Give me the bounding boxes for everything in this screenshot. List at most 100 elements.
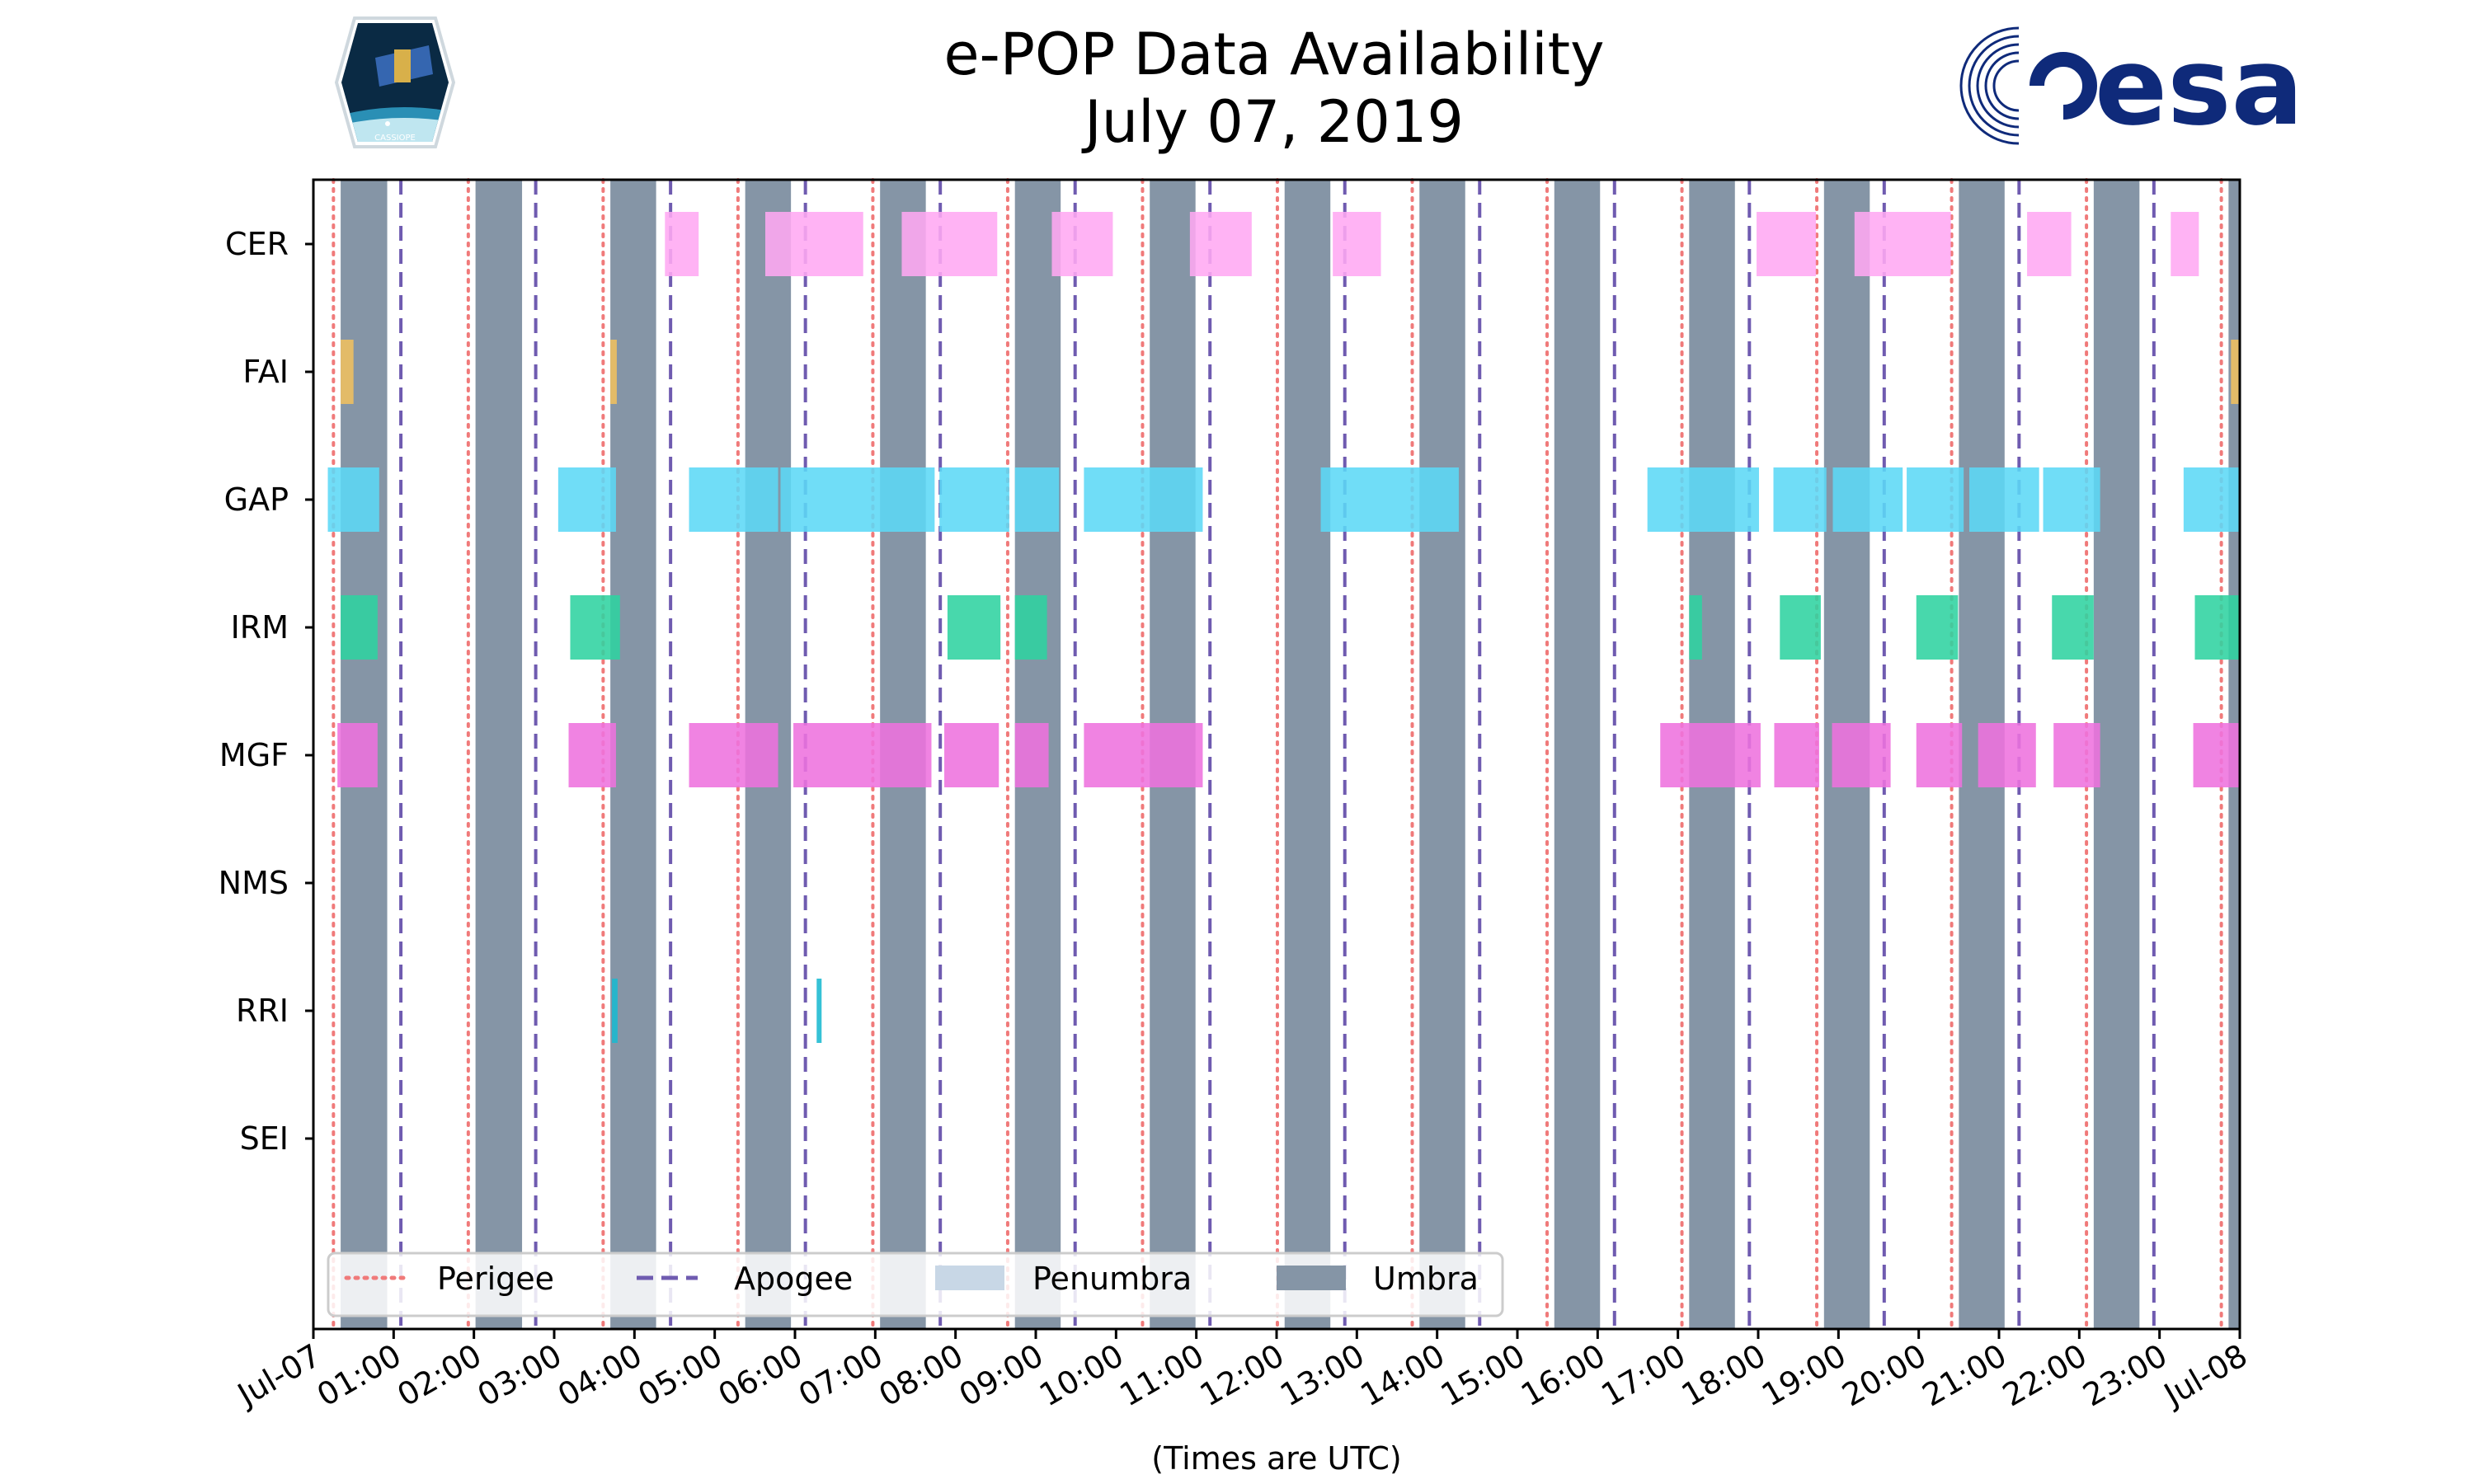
bar-fai	[2231, 340, 2240, 404]
row-label-gap: GAP	[224, 481, 289, 518]
apogee-layer	[399, 180, 2156, 1329]
bar-mgf	[1774, 723, 1819, 787]
x-tick-label: 05:00	[632, 1337, 728, 1414]
bar-gap	[1773, 467, 1827, 532]
bar-mgf	[1978, 723, 2036, 787]
bar-gap	[1647, 467, 1759, 532]
bar-rri	[816, 979, 822, 1043]
bar-irm	[1689, 595, 1702, 660]
legend: Perigee Apogee Penumbra Umbra	[327, 1252, 1504, 1317]
chart-title-line1: e-POP Data Availability	[943, 21, 1604, 88]
bar-irm	[947, 595, 1001, 660]
bar-cer	[901, 212, 998, 276]
x-tick-label: 18:00	[1676, 1337, 1772, 1414]
bar-fai	[610, 340, 617, 404]
legend-perigee-label: Perigee	[437, 1261, 554, 1297]
bar-gap	[2043, 467, 2100, 532]
bar-mgf	[1832, 723, 1891, 787]
bar-gap	[1968, 467, 2039, 532]
x-tick-label: 19:00	[1756, 1337, 1852, 1414]
row-label-nms: NMS	[219, 865, 289, 901]
x-tick-label: 20:00	[1836, 1337, 1932, 1414]
bar-mgf	[793, 723, 932, 787]
x-tick-label: 02:00	[391, 1337, 487, 1414]
x-tick-label: 08:00	[872, 1337, 969, 1414]
x-tick-label: 17:00	[1595, 1337, 1691, 1414]
bar-gap	[689, 467, 778, 532]
row-label-fai: FAI	[242, 354, 289, 390]
bar-gap	[557, 467, 616, 532]
row-label-irm: IRM	[231, 609, 289, 646]
umbra-band	[610, 180, 656, 1329]
bar-gap	[939, 467, 1009, 532]
bar-cer	[1051, 212, 1113, 276]
x-tick-label: 12:00	[1194, 1337, 1291, 1414]
bar-cer	[2027, 212, 2072, 276]
instrument-bars-layer	[327, 212, 2240, 1043]
x-tick-label: 01:00	[311, 1337, 407, 1414]
x-tick-label: 22:00	[1997, 1337, 2093, 1414]
legend-umbra-label: Umbra	[1373, 1261, 1479, 1297]
x-tick-label: 07:00	[793, 1337, 889, 1414]
y-axis: CER FAI GAP IRM MGF NMS RRI SEI	[219, 226, 313, 1157]
bar-mgf	[1660, 723, 1761, 787]
umbra-band	[2093, 180, 2140, 1329]
bar-irm	[2194, 595, 2240, 660]
bar-cer	[1333, 212, 1381, 276]
bar-irm	[1780, 595, 1821, 660]
bar-mgf	[2193, 723, 2240, 787]
bar-irm	[2052, 595, 2094, 660]
x-tick-label: 14:00	[1354, 1337, 1451, 1414]
bar-gap	[327, 467, 379, 532]
bar-mgf	[1014, 723, 1049, 787]
bar-gap	[1320, 467, 1459, 532]
legend-box	[327, 1252, 1504, 1317]
bar-rri	[612, 979, 618, 1043]
bar-cer	[2171, 212, 2199, 276]
x-tick-label: 11:00	[1113, 1337, 1210, 1414]
bar-mgf	[2053, 723, 2100, 787]
bar-irm	[341, 595, 378, 660]
umbra-band	[475, 180, 523, 1329]
bar-cer	[1757, 212, 1817, 276]
x-tick-label: 23:00	[2077, 1337, 2173, 1414]
esa-text: esa	[2095, 24, 2303, 149]
bar-gap	[1907, 467, 1964, 532]
bar-mgf	[689, 723, 778, 787]
x-tick-label: 10:00	[1033, 1337, 1130, 1414]
bar-irm	[1916, 595, 1959, 660]
x-axis: Jul-0701:0002:0003:0004:0005:0006:0007:0…	[230, 1329, 2254, 1414]
bar-cer	[665, 212, 699, 276]
bar-cer	[1189, 212, 1252, 276]
logo-badge-text: CASSIOPE	[374, 134, 416, 143]
legend-penumbra-label: Penumbra	[1032, 1261, 1192, 1297]
row-label-rri: RRI	[236, 993, 289, 1029]
bar-gap	[1084, 467, 1203, 532]
bar-cer	[764, 212, 863, 276]
chart-title-line2: July 07, 2019	[1081, 88, 1464, 156]
legend-umbra-swatch	[1277, 1266, 1346, 1290]
bar-cer	[1854, 212, 1951, 276]
x-tick-label: Jul-08	[2157, 1337, 2253, 1414]
legend-apogee-label: Apogee	[734, 1261, 853, 1297]
x-tick-label: 16:00	[1515, 1337, 1611, 1414]
bar-mgf	[1916, 723, 1963, 787]
row-label-sei: SEI	[240, 1120, 289, 1157]
bar-mgf	[944, 723, 999, 787]
esa-logo: esa	[1959, 24, 2303, 149]
x-tick-label: 09:00	[953, 1337, 1050, 1414]
plot-frame	[312, 178, 2241, 1331]
x-tick-label: 04:00	[552, 1337, 648, 1414]
umbra-band	[1419, 180, 1465, 1329]
legend-penumbra-swatch	[935, 1266, 1004, 1290]
x-tick-label: 13:00	[1274, 1337, 1371, 1414]
bar-fai	[341, 340, 354, 404]
bar-gap	[1014, 467, 1060, 532]
bar-mgf	[568, 723, 616, 787]
x-tick-label: 06:00	[713, 1337, 809, 1414]
row-label-mgf: MGF	[219, 737, 289, 773]
umbra-band	[1554, 180, 1601, 1329]
x-tick-label: 21:00	[1917, 1337, 2013, 1414]
bar-irm	[1014, 595, 1047, 660]
